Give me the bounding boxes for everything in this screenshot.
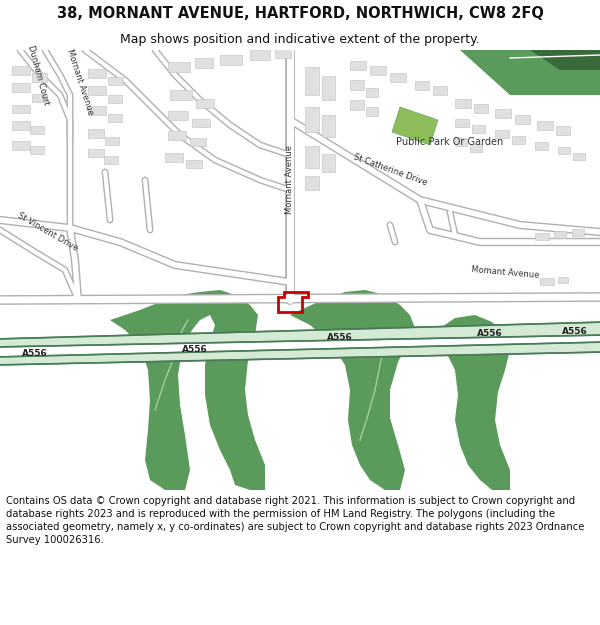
Bar — [186, 160, 202, 168]
Bar — [537, 121, 553, 130]
Bar — [305, 176, 319, 190]
Bar — [168, 111, 188, 120]
Text: A556: A556 — [562, 328, 588, 336]
Bar — [30, 126, 44, 134]
Bar — [108, 95, 122, 103]
Bar — [370, 66, 386, 75]
Bar — [12, 66, 30, 75]
Bar — [108, 77, 123, 85]
Bar — [220, 55, 242, 65]
Bar — [455, 99, 471, 108]
Bar — [535, 233, 549, 240]
Bar — [350, 100, 364, 110]
Bar — [305, 146, 319, 168]
Bar — [558, 277, 568, 283]
Bar — [515, 115, 530, 124]
Polygon shape — [0, 342, 600, 365]
Bar — [512, 136, 525, 144]
Text: Momant Avenue: Momant Avenue — [470, 264, 539, 279]
Bar — [433, 86, 447, 95]
Bar — [350, 80, 364, 90]
Bar — [556, 126, 570, 135]
Bar — [168, 62, 190, 72]
Bar — [196, 99, 214, 108]
Polygon shape — [460, 50, 600, 95]
Bar — [305, 107, 319, 132]
Text: Mornant Avenue: Mornant Avenue — [286, 146, 295, 214]
Bar — [322, 115, 335, 137]
Polygon shape — [290, 290, 415, 490]
Bar — [472, 125, 485, 133]
Text: A556: A556 — [477, 329, 503, 339]
Bar — [366, 88, 378, 97]
Bar — [554, 231, 566, 238]
Text: Map shows position and indicative extent of the property.: Map shows position and indicative extent… — [120, 32, 480, 46]
Text: 38, MORNANT AVENUE, HARTFORD, NORTHWICH, CW8 2FQ: 38, MORNANT AVENUE, HARTFORD, NORTHWICH,… — [56, 6, 544, 21]
Bar — [88, 149, 104, 157]
Bar — [32, 73, 47, 82]
Bar — [168, 131, 186, 140]
Bar — [322, 76, 335, 100]
Text: St Catherine Drive: St Catherine Drive — [352, 152, 428, 188]
Bar — [322, 154, 335, 172]
Bar — [455, 119, 469, 127]
Bar — [558, 147, 570, 154]
Text: Dunham Court: Dunham Court — [26, 44, 50, 106]
Bar — [190, 138, 206, 146]
Bar — [495, 109, 511, 118]
Bar — [192, 119, 210, 127]
Bar — [30, 146, 44, 154]
Bar — [88, 69, 106, 78]
Bar — [305, 67, 319, 95]
Polygon shape — [430, 315, 510, 490]
Bar — [88, 106, 106, 115]
Bar — [165, 153, 183, 162]
Bar — [108, 114, 122, 122]
Text: A556: A556 — [22, 349, 48, 358]
Bar — [32, 94, 47, 102]
Text: Contains OS data © Crown copyright and database right 2021. This information is : Contains OS data © Crown copyright and d… — [6, 496, 584, 545]
Bar — [250, 50, 270, 60]
Bar — [195, 58, 213, 68]
Polygon shape — [110, 290, 265, 490]
Bar — [495, 130, 509, 138]
Bar — [366, 107, 378, 116]
Bar — [474, 104, 488, 113]
Bar — [415, 81, 429, 90]
Text: St Vincent Drive: St Vincent Drive — [16, 211, 80, 253]
Bar — [12, 141, 30, 150]
Text: A556: A556 — [182, 346, 208, 354]
Text: Public Park Or Garden: Public Park Or Garden — [397, 137, 503, 147]
Bar — [170, 90, 192, 100]
Bar — [455, 138, 467, 146]
Polygon shape — [530, 50, 600, 70]
Bar — [104, 156, 118, 164]
Bar — [535, 142, 548, 150]
Bar — [390, 73, 406, 82]
Bar — [88, 129, 104, 138]
Bar — [540, 278, 554, 285]
Bar — [573, 153, 585, 160]
Bar — [105, 137, 119, 145]
Text: A556: A556 — [327, 334, 353, 342]
Bar — [275, 48, 291, 58]
Bar — [88, 86, 106, 95]
Text: Mornant Avenue: Mornant Avenue — [65, 48, 95, 116]
Polygon shape — [392, 107, 438, 145]
Bar — [470, 144, 482, 152]
Bar — [12, 105, 30, 113]
Bar — [12, 83, 30, 92]
Bar — [12, 121, 30, 130]
Bar — [350, 61, 366, 70]
Polygon shape — [0, 322, 600, 347]
Bar — [572, 229, 584, 236]
